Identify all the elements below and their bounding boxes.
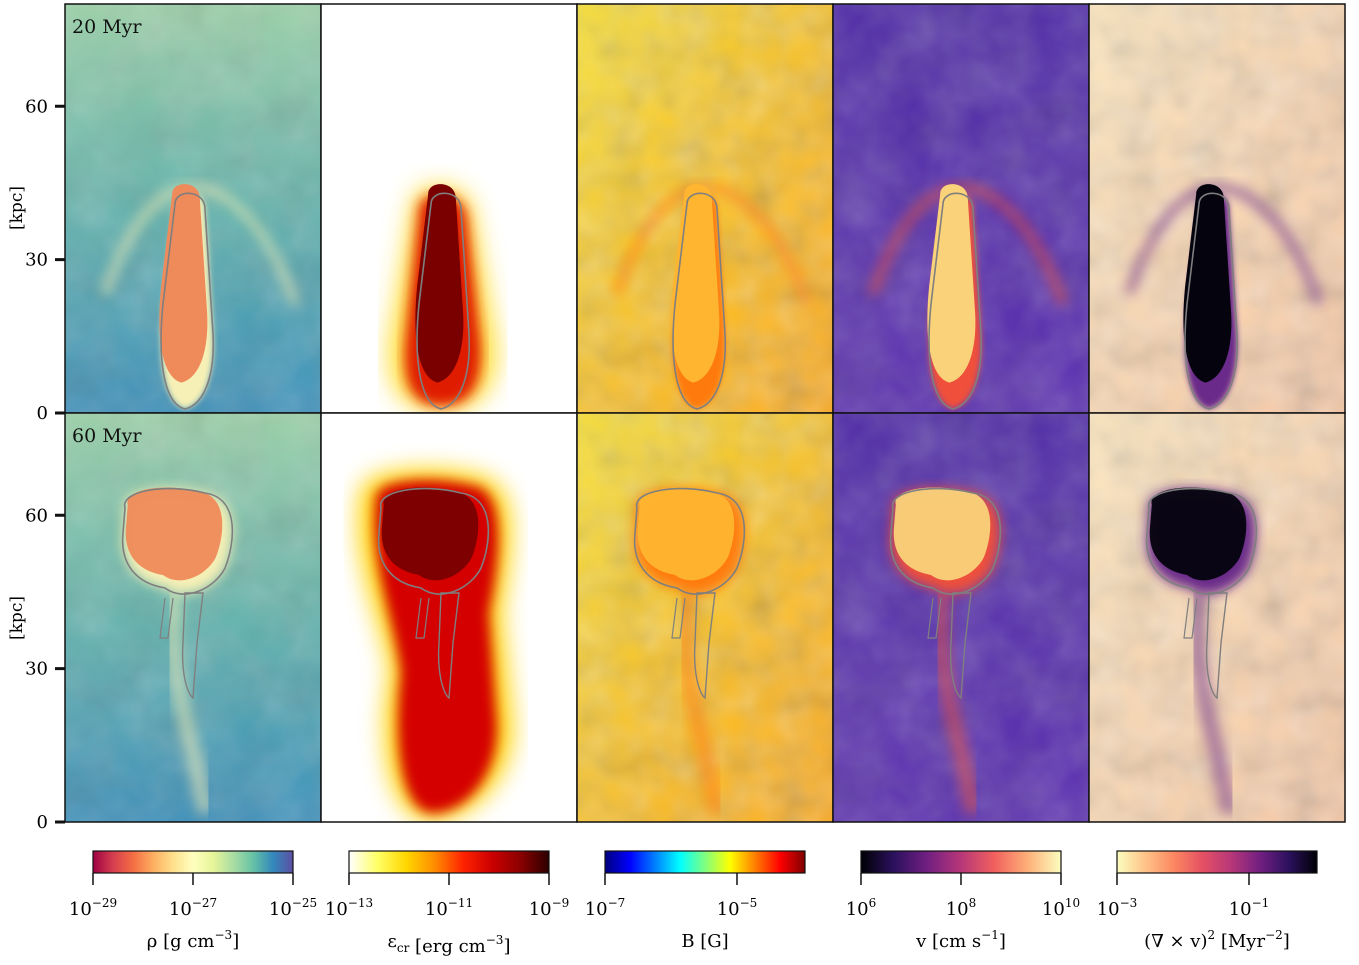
panel-velocity-bottom bbox=[832, 412, 1090, 823]
panel-grid bbox=[64, 3, 1346, 823]
y-axis-labels: [kpc] [kpc] bbox=[7, 186, 27, 640]
panel-density-top bbox=[64, 3, 322, 414]
y-axis-label-bottom: [kpc] bbox=[7, 596, 27, 640]
panel-vorticity-top bbox=[1088, 3, 1346, 414]
y-tick-label: 30 bbox=[25, 250, 48, 271]
colorbar-magnetic-field: 10−7 10−5 B [G] bbox=[585, 850, 806, 952]
colorbar-tick-label: 1010 bbox=[1042, 896, 1080, 920]
y-tick-label: 0 bbox=[37, 812, 48, 833]
panel-magnetic-field-top bbox=[576, 3, 834, 414]
time-labels: 20 Myr 60 Myr bbox=[72, 16, 142, 447]
colorbar-label: εcr [erg cm−3] bbox=[388, 931, 511, 957]
y-tick-label: 60 bbox=[25, 96, 48, 117]
colorbar-tick-label: 10−1 bbox=[1229, 896, 1270, 920]
panel-density-bottom bbox=[64, 412, 322, 823]
colorbar-gradient bbox=[92, 850, 294, 874]
time-label-bottom: 60 Myr bbox=[72, 425, 142, 447]
colorbar-tick-label: 10−27 bbox=[169, 896, 217, 920]
y-axis-label-top: [kpc] bbox=[7, 186, 27, 230]
panel-cosmic-ray-energy-bottom bbox=[320, 412, 578, 823]
colorbar-tick-label: 108 bbox=[946, 896, 977, 920]
colorbars: 10−29 10−27 10−25 ρ [g cm−3] 10−13 10−11 10−9 ε… bbox=[69, 850, 1318, 957]
colorbar-tick-label: 10−11 bbox=[425, 896, 473, 920]
y-axis: 0 30 60 0 30 60 bbox=[25, 96, 65, 833]
colorbar-cosmic-ray-energy: 10−13 10−11 10−9 εcr [erg cm−3] bbox=[325, 850, 570, 957]
panel-magnetic-field-bottom bbox=[576, 412, 834, 823]
colorbar-gradient bbox=[1116, 850, 1318, 874]
panel-velocity-top bbox=[832, 3, 1090, 414]
colorbar-label: ρ [g cm−3] bbox=[147, 928, 239, 952]
panel-vorticity-bottom bbox=[1088, 412, 1346, 823]
colorbar-gradient bbox=[348, 850, 550, 874]
colorbar-density: 10−29 10−27 10−25 ρ [g cm−3] bbox=[69, 850, 317, 952]
y-tick-label: 0 bbox=[37, 403, 48, 424]
colorbar-tick-label: 10−29 bbox=[69, 896, 117, 920]
colorbar-label: B [G] bbox=[681, 931, 728, 952]
y-tick-label: 30 bbox=[25, 659, 48, 680]
colorbar-vorticity: 10−3 10−1 (∇ × v)2 [Myr−2] bbox=[1097, 850, 1318, 952]
panel-cosmic-ray-energy-top bbox=[320, 3, 578, 414]
time-label-top: 20 Myr bbox=[72, 16, 142, 38]
colorbar-gradient bbox=[604, 850, 806, 874]
colorbar-tick-label: 106 bbox=[846, 896, 877, 920]
colorbar-tick-label: 10−7 bbox=[585, 896, 626, 920]
colorbar-tick-label: 10−5 bbox=[717, 896, 758, 920]
colorbar-tick-label: 10−13 bbox=[325, 896, 373, 920]
y-tick-label: 60 bbox=[25, 505, 48, 526]
colorbar-label: v [cm s−1] bbox=[915, 928, 1006, 952]
colorbar-tick-label: 10−25 bbox=[269, 896, 317, 920]
colorbar-gradient bbox=[860, 850, 1062, 874]
colorbar-velocity: 106 108 1010 v [cm s−1] bbox=[846, 850, 1080, 952]
colorbar-tick-label: 10−9 bbox=[529, 896, 570, 920]
colorbar-tick-label: 10−3 bbox=[1097, 896, 1138, 920]
colorbar-label: (∇ × v)2 [Myr−2] bbox=[1144, 928, 1290, 952]
